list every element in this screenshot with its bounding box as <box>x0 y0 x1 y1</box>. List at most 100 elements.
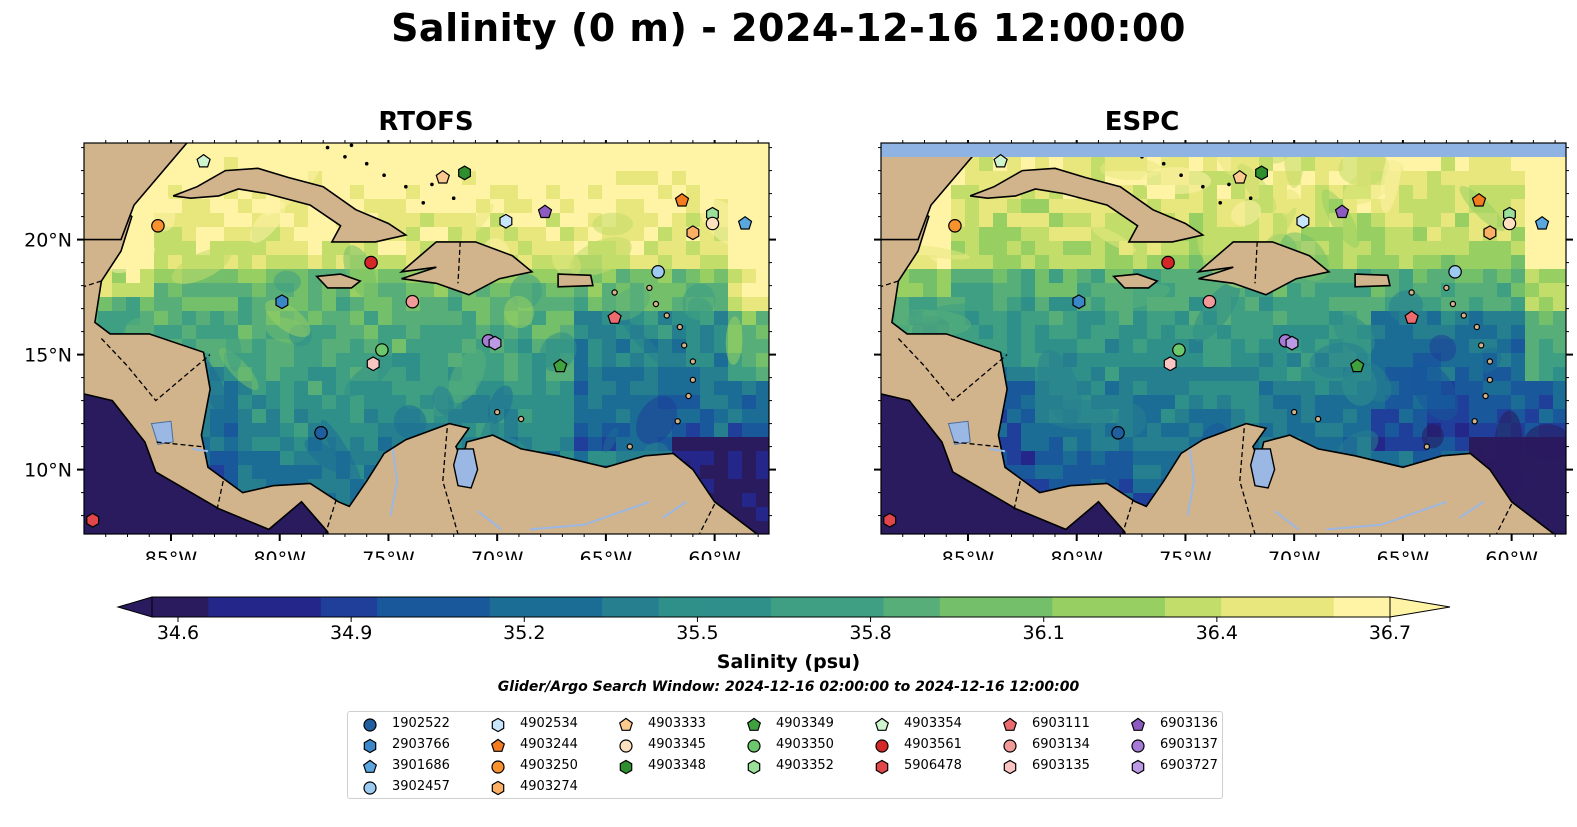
land-jamaica <box>1111 273 1159 289</box>
marker-4902534 <box>1296 213 1310 229</box>
marker-4903274 <box>1483 225 1497 241</box>
country-border <box>442 428 459 534</box>
legend-label: 4903348 <box>648 758 706 773</box>
pentagon-marker-icon <box>874 717 890 731</box>
colorbar-segment <box>1333 597 1391 617</box>
lon-tick-label: 70°W <box>471 548 524 560</box>
marker-2903766 <box>275 294 289 310</box>
marker-2903766 <box>1072 294 1086 310</box>
island <box>1449 300 1457 308</box>
river <box>389 448 399 516</box>
island <box>663 312 670 319</box>
country-border <box>1239 428 1256 534</box>
country-border <box>216 480 224 512</box>
circle-marker-icon <box>363 718 377 732</box>
circle-marker-icon <box>1003 739 1017 753</box>
colorbar-segment <box>377 597 434 617</box>
hexagon-marker-icon <box>875 759 889 775</box>
island <box>646 284 653 292</box>
hexagon-marker-icon <box>491 717 505 733</box>
colorbar-tick-label: 34.6 <box>156 622 200 644</box>
marker-4903354 <box>993 153 1008 168</box>
pentagon-marker-icon <box>1130 717 1146 731</box>
island <box>325 145 330 150</box>
colorbar-title: Salinity (psu) <box>716 651 861 673</box>
island <box>1443 284 1450 292</box>
marker-4903561 <box>1161 255 1175 270</box>
marker-6903135 <box>1163 356 1177 372</box>
lon-tick-label: 65°W <box>1377 548 1430 560</box>
marker-4903561 <box>364 255 378 270</box>
river <box>529 500 650 531</box>
marker-6903135 <box>366 356 380 372</box>
land-yucatan_top <box>881 143 985 241</box>
colorbar-segment <box>939 597 997 617</box>
hexagon-marker-icon <box>619 759 633 775</box>
legend-label: 2903766 <box>392 737 450 752</box>
country-border <box>457 241 461 284</box>
colorbar-tick-label: 35.2 <box>503 622 546 644</box>
colorbar-extend-high <box>1389 596 1451 618</box>
island <box>1201 184 1205 189</box>
land-yucatan_top <box>84 143 188 241</box>
legend-label: 6903137 <box>1160 737 1218 752</box>
legend-label: 5906478 <box>904 758 962 773</box>
island <box>676 323 684 331</box>
legend-label: 6903136 <box>1160 716 1218 731</box>
country-border <box>1254 241 1258 284</box>
legend-label: 1902522 <box>392 716 450 731</box>
legend-label: 6903135 <box>1032 758 1090 773</box>
island <box>382 173 386 177</box>
marker-4903350 <box>375 343 389 357</box>
circle-marker-icon <box>363 781 377 795</box>
lat-tick-label: 15°N <box>24 345 72 367</box>
marker-3901686 <box>1534 215 1550 230</box>
colorbar-segment <box>996 597 1053 617</box>
colorbar-segment <box>320 597 378 617</box>
circle-marker-icon <box>747 739 761 753</box>
marker-6903134 <box>405 294 420 309</box>
country-border <box>897 338 1008 402</box>
colorbar-tick-label: 36.4 <box>1195 622 1238 644</box>
colorbar-extend-low <box>116 596 153 618</box>
legend-marker <box>618 717 634 731</box>
island <box>626 443 634 450</box>
lake-nicaragua <box>947 420 971 445</box>
legend-marker <box>363 718 377 732</box>
legend-marker <box>1130 717 1146 731</box>
legend-label: 4903349 <box>776 716 834 731</box>
legend-marker <box>747 739 761 753</box>
missing-data-band <box>881 143 1566 157</box>
legend-label: 4903345 <box>648 737 706 752</box>
colorbar-segment <box>658 597 716 617</box>
legend-label: 4903352 <box>776 758 834 773</box>
lon-tick-label: 65°W <box>580 548 633 560</box>
colorbar-segment <box>883 597 941 617</box>
marker-4902534 <box>499 213 513 229</box>
circle-marker-icon <box>1131 739 1145 753</box>
country-border <box>698 503 716 534</box>
island <box>349 143 354 148</box>
river <box>1186 448 1196 516</box>
island <box>517 415 525 423</box>
marker-5906478 <box>86 512 100 528</box>
colorbar-tick-label: 35.8 <box>849 622 892 644</box>
river <box>989 447 1006 453</box>
lake-maracaibo <box>452 448 479 489</box>
legend-marker <box>747 759 761 775</box>
island <box>421 201 426 205</box>
colorbar-segment <box>714 597 772 617</box>
marker-4903274 <box>686 225 700 241</box>
pentagon-marker-icon <box>746 717 762 731</box>
legend-marker <box>1131 739 1145 753</box>
marker-4903348 <box>1255 165 1268 181</box>
legend-marker <box>362 759 378 773</box>
island <box>430 182 434 187</box>
land-hispaniola <box>398 241 534 296</box>
hexagon-marker-icon <box>747 759 761 775</box>
marker-4903348 <box>458 165 471 181</box>
marker-4903250 <box>948 219 962 233</box>
legend-marker <box>619 739 633 753</box>
land-jamaica <box>314 273 362 289</box>
marker-3901686 <box>737 215 753 230</box>
